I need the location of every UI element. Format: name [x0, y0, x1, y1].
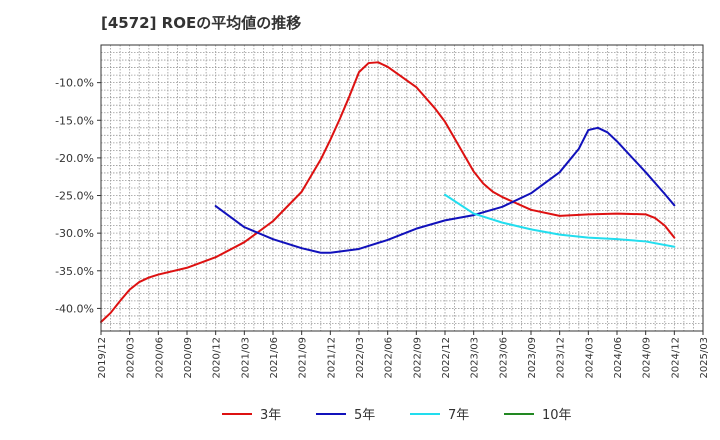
x-tick-label: 2023/03 [470, 337, 481, 379]
x-tick-label: 2021/12 [326, 337, 337, 379]
legend-label-1: 3年 [260, 408, 281, 423]
series-line-2 [214, 126, 676, 254]
x-tick-label: 2024/12 [670, 337, 681, 379]
x-tick-label: 2019/12 [97, 337, 108, 379]
series-layer [100, 61, 676, 323]
y-tick-label: -30.0% [55, 227, 94, 240]
series-line-3 [444, 193, 676, 248]
x-tick-label: 2025/03 [699, 337, 710, 379]
x-tick-label: 2021/09 [298, 337, 309, 379]
x-tick-label: 2021/06 [269, 337, 280, 379]
legend: 3年 5年 7年 10年 [222, 408, 572, 423]
y-tick-label: -25.0% [55, 190, 94, 203]
legend-label-3: 7年 [448, 408, 469, 423]
x-tick-label: 2024/03 [584, 337, 595, 379]
x-tick-label: 2022/09 [412, 337, 423, 379]
y-tick-label: -10.0% [55, 77, 94, 90]
x-tick-label: 2022/06 [384, 337, 395, 379]
x-tick-label: 2023/09 [527, 337, 538, 379]
y-tick-label: -15.0% [55, 114, 94, 127]
y-tick-label: -20.0% [55, 152, 94, 165]
x-tick-label: 2022/03 [355, 337, 366, 379]
x-axis: 2019/12 2020/03 2020/06 2020/09 2020/12 2021/… [97, 331, 710, 379]
y-tick-label: -40.0% [55, 302, 94, 315]
x-tick-label: 2024/06 [613, 337, 624, 379]
x-tick-label: 2023/06 [498, 337, 509, 379]
plot-frame [100, 44, 704, 332]
x-tick-label: 2020/12 [212, 337, 223, 379]
x-tick-label: 2022/12 [441, 337, 452, 379]
y-tick-label: -35.0% [55, 265, 94, 278]
y-axis: -40.0% -35.0% -30.0% -25.0% -20.0% -15.0% -10.… [55, 77, 101, 315]
legend-label-2: 5年 [354, 408, 375, 423]
grid-layer [101, 44, 703, 332]
x-tick-label: 2020/09 [183, 337, 194, 379]
x-tick-label: 2020/06 [154, 337, 165, 379]
chart-title: [4572] ROEの平均値の推移 [101, 14, 302, 32]
x-tick-label: 2021/03 [240, 337, 251, 379]
x-tick-label: 2023/12 [556, 337, 567, 379]
x-tick-label: 2020/03 [126, 337, 137, 379]
x-tick-label: 2024/09 [642, 337, 653, 379]
series-line-1 [100, 61, 676, 323]
legend-label-4: 10年 [542, 408, 572, 423]
